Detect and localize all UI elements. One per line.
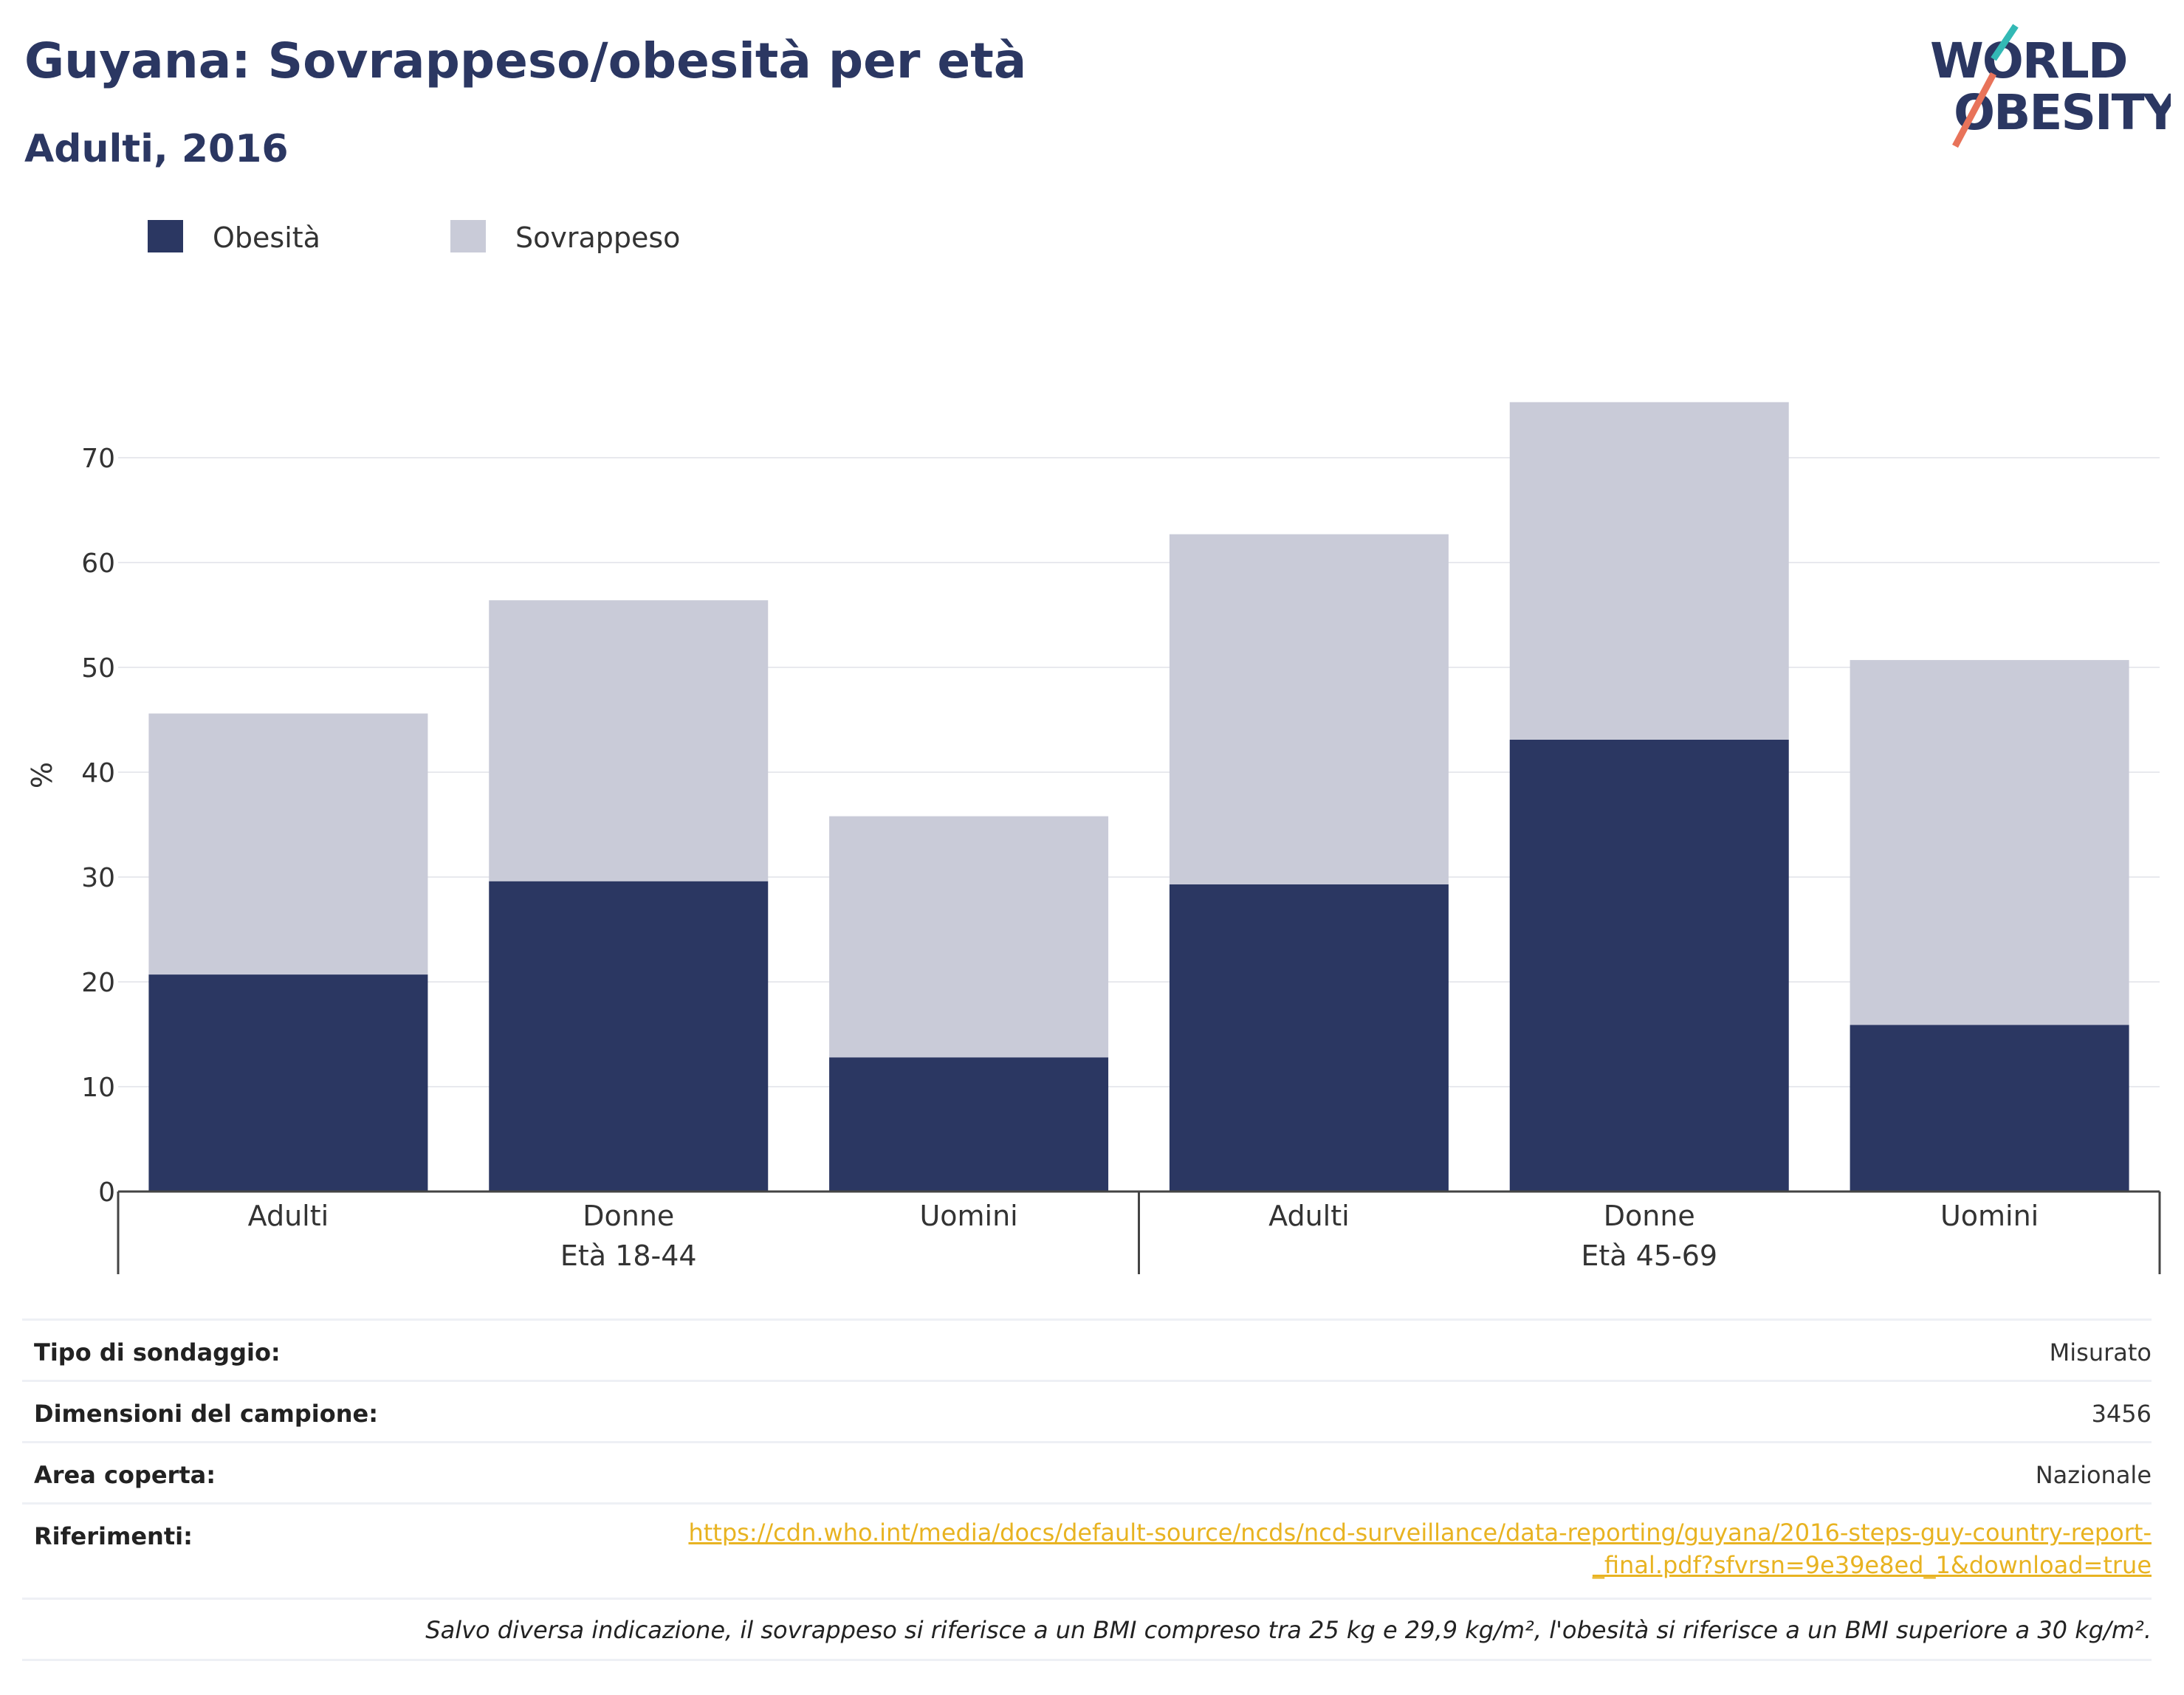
info-key: Tipo di sondaggio: (34, 1338, 281, 1366)
bar-overweight (489, 600, 769, 881)
x-tick-label: Uomini (1940, 1200, 2039, 1232)
x-tick-label: Donne (1604, 1200, 1695, 1232)
y-axis-label: % (26, 762, 58, 788)
info-row-area: Area coperta: Nazionale (22, 1441, 2152, 1502)
y-tick-label: 60 (81, 549, 115, 579)
references-link-line2[interactable]: _final.pdf?sfvrsn=9e39e8ed_1&download=tr… (1592, 1551, 2152, 1579)
y-tick-label: 70 (81, 444, 115, 474)
info-key: Area coperta: (34, 1461, 216, 1489)
stacked-bar-chart: 0 10 20 30 40 50 60 70% Adulti Donne Uomini Adulti D… (26, 402, 2161, 1274)
y-tick-label: 50 (81, 653, 115, 684)
bar-overweight (148, 713, 428, 975)
bar-obesity (1850, 1025, 2129, 1192)
references-link[interactable]: https://cdn.who.int/media/docs/default-s… (688, 1516, 2152, 1581)
info-value: Misurato (2049, 1338, 2152, 1366)
bar-obesity (1509, 739, 1789, 1192)
bar-obesity (829, 1057, 1109, 1192)
chart-subtitle: Adulti, 2016 (24, 127, 289, 171)
info-row-survey-type: Tipo di sondaggio: Misurato (22, 1318, 2152, 1380)
x-tick-label: Donne (583, 1200, 674, 1232)
svg-text:WORLD: WORLD (1930, 32, 2127, 89)
x-tick-label: Uomini (919, 1200, 1017, 1232)
info-key: Dimensioni del campione: (34, 1400, 379, 1428)
bar-overweight (1850, 660, 2129, 1025)
legend-swatch-obesity (148, 220, 183, 252)
legend-swatch-overweight (450, 220, 486, 252)
bar-overweight (829, 816, 1109, 1058)
bar-obesity (148, 974, 428, 1192)
x-tick-label: Adulti (248, 1200, 329, 1232)
y-tick-label: 40 (81, 758, 115, 788)
definition-note-text: Salvo diversa indicazione, il sovrappeso… (425, 1616, 2152, 1644)
legend-label-obesity: Obesità (213, 221, 320, 254)
group-label: Età 18-44 (560, 1240, 697, 1272)
y-tick-label: 20 (81, 968, 115, 998)
group-label: Età 45-69 (1581, 1240, 1717, 1272)
world-obesity-logo[interactable]: WORLD OBESITY (1920, 22, 2171, 155)
info-value: Nazionale (2035, 1461, 2152, 1489)
y-tick-label: 30 (81, 863, 115, 893)
y-tick-label: 10 (81, 1073, 115, 1103)
info-row-sample-size: Dimensioni del campione: 3456 (22, 1380, 2152, 1441)
x-tick-label: Adulti (1268, 1200, 1350, 1232)
bar-obesity (489, 881, 769, 1192)
bar-obesity (1169, 884, 1449, 1192)
info-key: Riferimenti: (34, 1522, 193, 1550)
y-tick-label: 0 (98, 1177, 115, 1208)
bar-overweight (1169, 534, 1449, 884)
info-table: Tipo di sondaggio: Misurato Dimensioni d… (22, 1318, 2152, 1661)
references-link-line1[interactable]: https://cdn.who.int/media/docs/default-s… (688, 1519, 2152, 1547)
svg-text:OBESITY: OBESITY (1954, 84, 2171, 141)
info-value: 3456 (2091, 1400, 2152, 1428)
legend-label-overweight: Sovrappeso (515, 221, 681, 254)
definition-note: Salvo diversa indicazione, il sovrappeso… (22, 1598, 2152, 1661)
chart-title: Guyana: Sovrappeso/obesità per età (24, 32, 1027, 89)
info-row-references: Riferimenti: https://cdn.who.int/media/d… (22, 1502, 2152, 1598)
bar-overweight (1509, 402, 1789, 740)
